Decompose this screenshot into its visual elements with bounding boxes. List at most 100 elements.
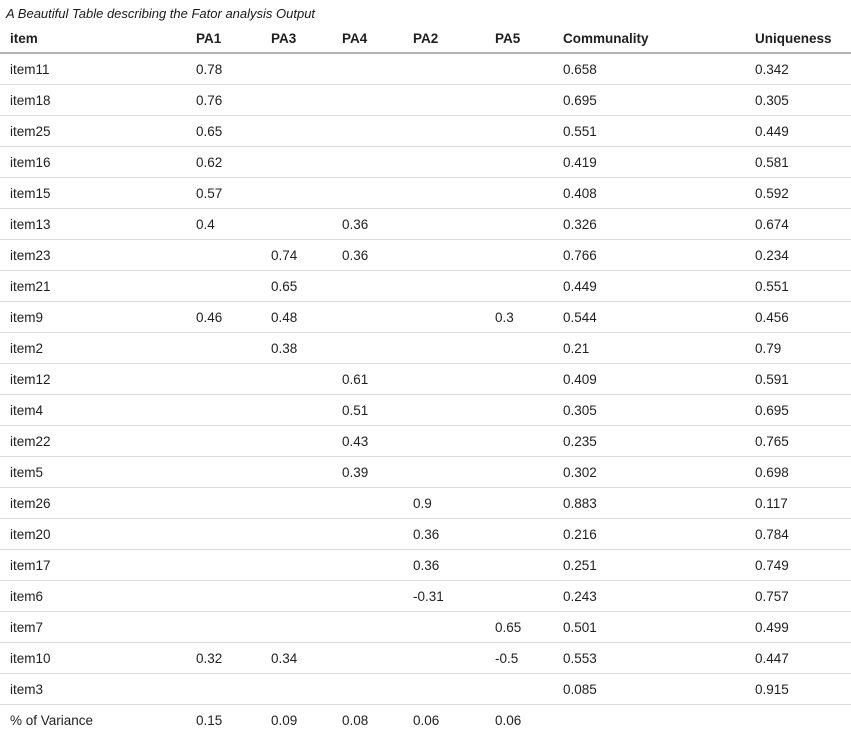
- cell-pa4: [342, 518, 413, 550]
- cell-communality: 0.883: [563, 487, 755, 519]
- cell-pa3: [271, 611, 342, 643]
- cell-uniqueness: [755, 705, 851, 736]
- cell-uniqueness: 0.698: [755, 456, 851, 488]
- cell-communality: 0.449: [563, 270, 755, 302]
- table-row: item13 0.4 0.36 0.326 0.674: [0, 208, 851, 240]
- cell-uniqueness: 0.695: [755, 394, 851, 426]
- cell-pa2: [413, 642, 495, 674]
- cell-communality: 0.544: [563, 301, 755, 333]
- col-header-item: item: [0, 24, 196, 54]
- cell-pa4: [342, 115, 413, 147]
- cell-communality: 0.326: [563, 208, 755, 240]
- cell-pa1: [196, 270, 271, 302]
- cell-pa4: [342, 301, 413, 333]
- cell-uniqueness: 0.342: [755, 53, 851, 85]
- cell-pa4: [342, 84, 413, 116]
- cell-pa4: 0.43: [342, 425, 413, 457]
- cell-pa3: [271, 518, 342, 550]
- cell-item: item6: [0, 580, 196, 612]
- cell-communality: 0.235: [563, 425, 755, 457]
- cell-pa4: [342, 332, 413, 364]
- cell-pa3: 0.48: [271, 301, 342, 333]
- cell-pa3: [271, 487, 342, 519]
- cell-uniqueness: 0.79: [755, 332, 851, 364]
- table-row: item10 0.32 0.34 -0.5 0.553 0.447: [0, 642, 851, 674]
- cell-pa1: [196, 239, 271, 271]
- cell-pa5: [495, 115, 563, 147]
- cell-pa4: 0.39: [342, 456, 413, 488]
- cell-communality: 0.419: [563, 146, 755, 178]
- cell-pa5: [495, 580, 563, 612]
- cell-pa5: [495, 208, 563, 240]
- cell-pa3: [271, 549, 342, 581]
- cell-communality: 0.501: [563, 611, 755, 643]
- table-row: item5 0.39 0.302 0.698: [0, 456, 851, 488]
- cell-pa2: [413, 301, 495, 333]
- cell-pa1: 0.15: [196, 712, 223, 728]
- cell-pa5: [495, 84, 563, 116]
- table-row: item17 0.36 0.251 0.749: [0, 549, 851, 581]
- cell-pa5: [495, 177, 563, 209]
- col-header-pa1: PA1: [196, 24, 271, 54]
- cell-pa4: [342, 673, 413, 705]
- cell-uniqueness: 0.456: [755, 301, 851, 333]
- cell-uniqueness: 0.117: [755, 487, 851, 519]
- table-row: item26 0.9 0.883 0.117: [0, 487, 851, 519]
- cell-pa1: [196, 332, 271, 364]
- cell-item: item9: [0, 301, 196, 333]
- col-header-pa4: PA4: [342, 24, 413, 54]
- cell-pa4: [342, 146, 413, 178]
- cell-pa4: [342, 53, 413, 85]
- cell-item: item15: [0, 177, 196, 209]
- cell-communality: 0.21: [563, 332, 755, 364]
- cell-pa1: 0.65: [196, 115, 271, 147]
- cell-item: item4: [0, 394, 196, 426]
- cell-pa1: [196, 394, 271, 426]
- cell-pa5: -0.5: [495, 642, 563, 674]
- cell-pa2: 0.06: [413, 712, 440, 728]
- cell-uniqueness: 0.449: [755, 115, 851, 147]
- cell-pa4: 0.61: [342, 363, 413, 395]
- cell-pa2: [413, 239, 495, 271]
- cell-pa5: [495, 146, 563, 178]
- cell-uniqueness: 0.447: [755, 642, 851, 674]
- cell-pa5: [495, 239, 563, 271]
- cell-communality: 0.408: [563, 177, 755, 209]
- cell-uniqueness: 0.765: [755, 425, 851, 457]
- cell-pa3: 0.09: [271, 712, 298, 728]
- cell-pa5: [495, 425, 563, 457]
- cell-pa5: 0.65: [495, 611, 563, 643]
- cell-item: item17: [0, 549, 196, 581]
- cell-pa4: 0.08: [342, 712, 369, 728]
- cell-pa3: [271, 115, 342, 147]
- cell-pa1: 0.78: [196, 53, 271, 85]
- cell-pa2: [413, 208, 495, 240]
- cell-pa4: [342, 177, 413, 209]
- cell-communality: 0.695: [563, 84, 755, 116]
- cell-pa5: 0.06: [495, 712, 522, 728]
- cell-pa2: [413, 456, 495, 488]
- cell-uniqueness: 0.305: [755, 84, 851, 116]
- cell-pa1: [196, 456, 271, 488]
- cell-pa2: 0.9: [413, 487, 495, 519]
- cell-pa3: [271, 84, 342, 116]
- cell-pa2: [413, 115, 495, 147]
- cell-pa5: [495, 518, 563, 550]
- cell-item: item12: [0, 363, 196, 395]
- cell-communality: 0.766: [563, 239, 755, 271]
- cell-uniqueness: 0.591: [755, 363, 851, 395]
- cell-pa5: [495, 332, 563, 364]
- cell-communality: 0.305: [563, 394, 755, 426]
- cell-pa2: 0.36: [413, 549, 495, 581]
- cell-pa4: [342, 270, 413, 302]
- table-row: item7 0.65 0.501 0.499: [0, 611, 851, 643]
- cell-uniqueness: 0.749: [755, 549, 851, 581]
- table-row: % of Variance 0.15 0.09 0.08 0.06 0.06: [0, 705, 851, 736]
- cell-pa2: [413, 146, 495, 178]
- cell-pa4: [342, 642, 413, 674]
- table-row: item2 0.38 0.21 0.79: [0, 332, 851, 364]
- table-row: item12 0.61 0.409 0.591: [0, 363, 851, 395]
- cell-communality: 0.658: [563, 53, 755, 85]
- table-row: item11 0.78 0.658 0.342: [0, 53, 851, 85]
